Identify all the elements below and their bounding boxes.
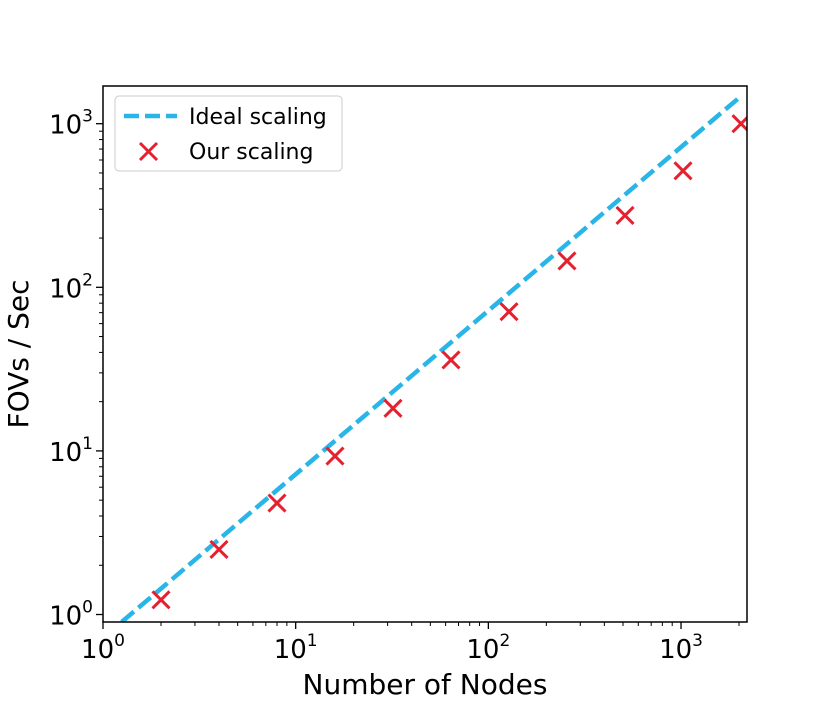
y-tick-label: 102 [49, 270, 93, 304]
our-scaling-marker [209, 539, 229, 559]
legend: Ideal scaling Our scaling [114, 95, 343, 172]
our-scaling-marker [499, 302, 519, 322]
legend-our-marker [138, 141, 159, 162]
y-tick-label: 101 [49, 434, 93, 468]
plot-frame [102, 85, 748, 623]
our-scaling-marker [673, 161, 693, 181]
legend-our-label: Our scaling [189, 140, 313, 165]
our-scaling-marker [557, 251, 577, 271]
y-axis-label: FOVs / Sec [2, 279, 35, 428]
our-scaling-marker [615, 205, 635, 225]
y-tick-label: 103 [49, 107, 93, 141]
ideal-scaling-line [120, 94, 743, 622]
y-tick-label: 100 [49, 598, 93, 632]
our-scaling-marker [441, 350, 461, 370]
our-scaling-marker [325, 446, 345, 466]
x-axis-label: Number of Nodes [303, 668, 548, 701]
our-scaling-marker [151, 590, 171, 610]
x-tick-label: 103 [659, 631, 703, 665]
x-tick-label: 102 [466, 631, 510, 665]
legend-ideal-label: Ideal scaling [189, 105, 327, 130]
our-scaling-marker [383, 398, 403, 418]
x-tick-label: 100 [81, 631, 125, 665]
x-tick-label: 101 [274, 631, 318, 665]
tick-layer: 100 101 102 103 100 101 102 103 [49, 107, 740, 665]
our-scaling-marker [267, 493, 287, 513]
